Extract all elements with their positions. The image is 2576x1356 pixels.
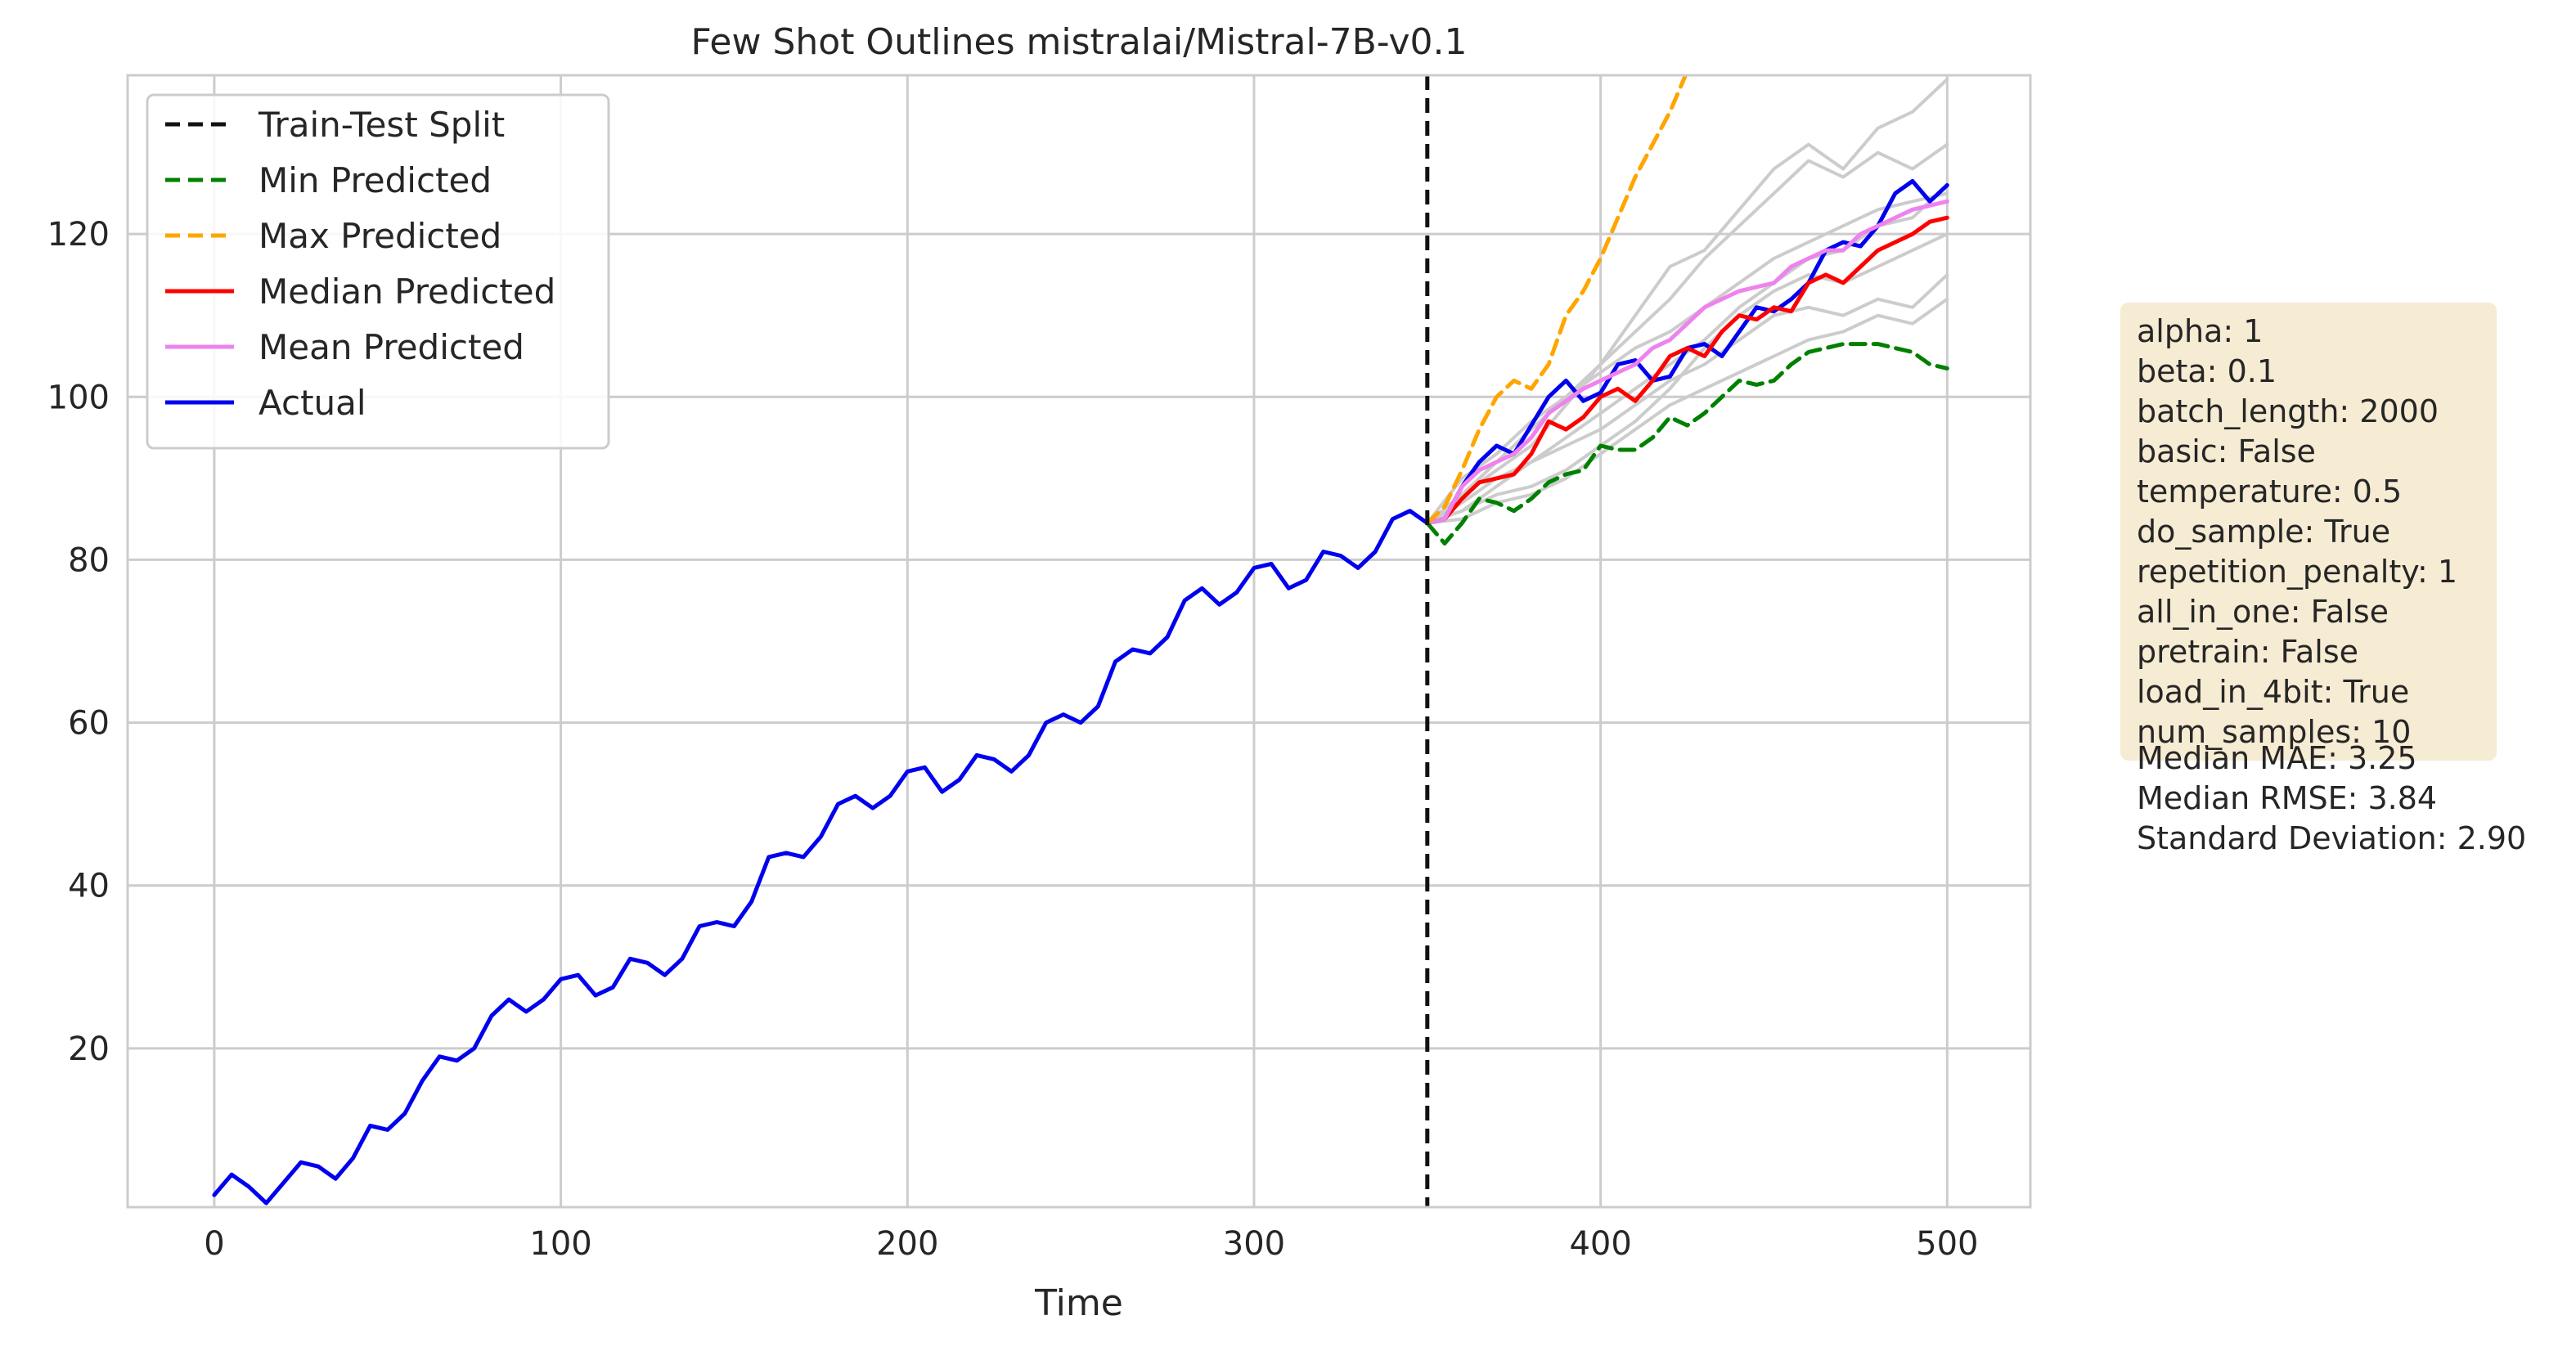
sample-line: [1425, 232, 1949, 525]
info-line: beta: 0.1: [2137, 353, 2277, 389]
max-predicted-line: [1425, 75, 1688, 526]
info-lines: alpha: 1 beta: 0.1 batch_length: 2000 basic…: [2137, 313, 2457, 750]
sample-line: [1425, 142, 1949, 525]
legend-label: Max Predicted: [258, 216, 501, 256]
sample-line: [1425, 78, 1949, 525]
info-line: repetition_penalty: 1: [2137, 554, 2457, 590]
legend-label: Median Predicted: [258, 272, 555, 312]
x-tick-label: 200: [876, 1225, 938, 1263]
x-tick-label: 400: [1569, 1225, 1631, 1263]
grid-lines: [128, 75, 2030, 1207]
tick-labels: 0 100 200 300 400 500 20 40 60 80 100 120: [47, 216, 1979, 1263]
x-tick-label: 300: [1223, 1225, 1285, 1263]
sample-line: [1425, 297, 1949, 525]
info-box-background: [2120, 303, 2497, 761]
y-tick-label: 40: [68, 868, 110, 905]
x-axis-label: Time: [1034, 1282, 1123, 1324]
metric-line: Standard Deviation: 2.90: [2137, 820, 2526, 856]
info-line: alpha: 1: [2137, 313, 2263, 349]
info-line: temperature: 0.5: [2137, 474, 2402, 510]
info-box: alpha: 1 beta: 0.1 batch_length: 2000 basic…: [2120, 303, 2526, 856]
sample-line: [1425, 183, 1949, 525]
legend-box: [146, 93, 610, 450]
info-line: pretrain: False: [2137, 634, 2358, 670]
info-line: load_in_4bit: True: [2137, 674, 2409, 710]
x-tick-label: 100: [529, 1225, 591, 1263]
metric-line: Median RMSE: 3.84: [2137, 780, 2437, 816]
y-tick-label: 120: [47, 216, 110, 254]
legend-label: Min Predicted: [258, 160, 492, 200]
legend-label: Train-Test Split: [258, 105, 505, 145]
series-layer: [212, 75, 1949, 1207]
legend-label: Mean Predicted: [258, 327, 524, 367]
x-tick-label: 0: [204, 1225, 224, 1263]
y-tick-label: 20: [68, 1030, 110, 1068]
info-line: all_in_one: False: [2137, 594, 2389, 630]
x-tick-label: 500: [1916, 1225, 1978, 1263]
legend-label: Actual: [258, 383, 366, 423]
info-line: num_samples: 10: [2137, 714, 2411, 750]
info-line: do_sample: True: [2137, 514, 2390, 550]
info-line: batch_length: 2000: [2137, 393, 2439, 429]
y-tick-label: 80: [68, 541, 110, 579]
y-tick-label: 60: [68, 705, 110, 743]
min-predicted-line: [1425, 342, 1949, 546]
info-line: basic: False: [2137, 433, 2316, 469]
mean-predicted-line: [1425, 199, 1949, 526]
info-metrics: Median MAE: 3.25 Median RMSE: 3.84 Standar…: [2137, 740, 2526, 856]
legend: Train-Test Split Min Predicted Max Predict…: [146, 93, 610, 450]
median-predicted-line: [1425, 215, 1949, 526]
plot-frame: [126, 74, 2032, 1209]
chart-title: Few Shot Outlines mistralai/Mistral-7B-v…: [691, 21, 1468, 63]
actual-line: [212, 178, 1949, 1206]
y-tick-label: 100: [47, 379, 110, 416]
metric-line: Median MAE: 3.25: [2137, 740, 2417, 776]
sample-line: [1425, 191, 1949, 525]
